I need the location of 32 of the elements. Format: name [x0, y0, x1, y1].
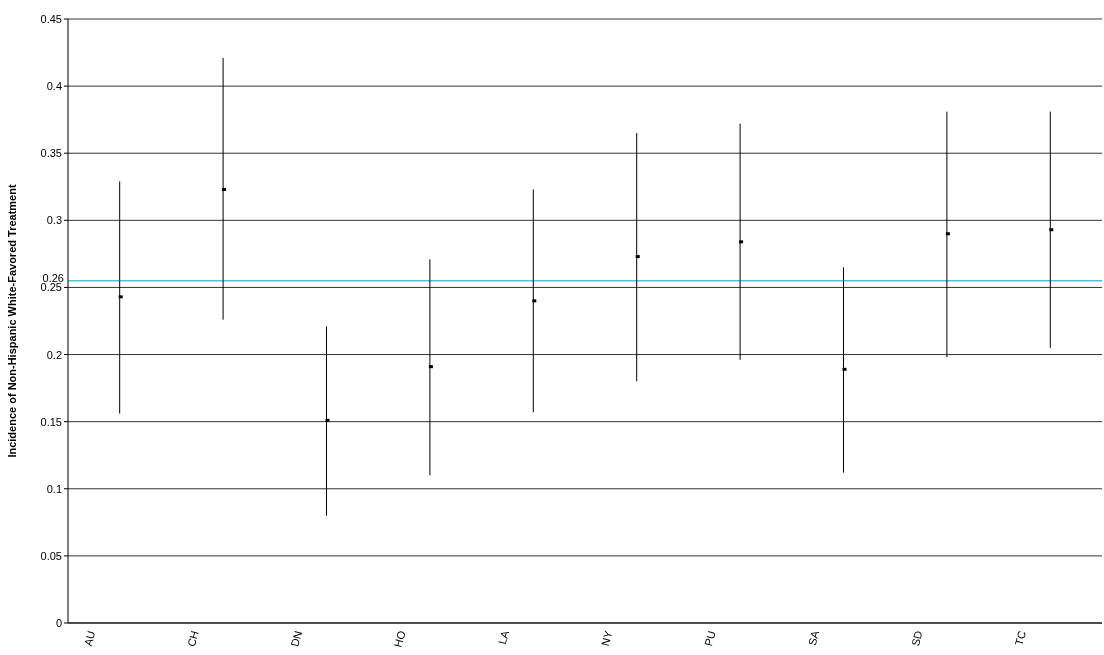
y-axis-title: Incidence of Non-Hispanic White-Favored Treatment [6, 184, 18, 458]
y-tick-label: 0.4 [46, 80, 62, 93]
y-tick-label: 0.25 [40, 281, 62, 294]
point [222, 187, 227, 191]
point [118, 295, 123, 299]
y-tick-label: 0.1 [46, 482, 62, 495]
y-tick-label: 0.35 [40, 147, 62, 160]
point [428, 365, 433, 369]
x-tick-label: TC [1012, 629, 1028, 647]
y-tick-label: 0.2 [46, 348, 62, 361]
point [1049, 228, 1054, 232]
x-tick-label: AU [81, 629, 98, 648]
y-tick-label: 0.45 [40, 13, 62, 25]
x-tick-label: SD [909, 629, 925, 648]
point [842, 367, 847, 371]
point [532, 299, 537, 303]
x-tick-label: LA [495, 628, 512, 646]
ref-line-label: 0.26 [42, 271, 64, 284]
x-tick-label: PU [702, 629, 718, 648]
y-tick-label: 0 [55, 617, 62, 629]
point [739, 240, 744, 244]
point [325, 418, 330, 422]
point [635, 255, 640, 259]
y-tick-label: 0.15 [40, 415, 62, 428]
x-tick-label: SA [805, 628, 822, 647]
x-tick-label: CH [185, 629, 201, 648]
x-tick-label: DN [288, 629, 305, 648]
x-tick-label: HO [391, 628, 408, 649]
y-tick-label: 0.3 [46, 214, 62, 227]
y-tick-label: 0.05 [40, 549, 62, 562]
x-tick-label: NY [598, 628, 615, 648]
point [945, 232, 950, 236]
